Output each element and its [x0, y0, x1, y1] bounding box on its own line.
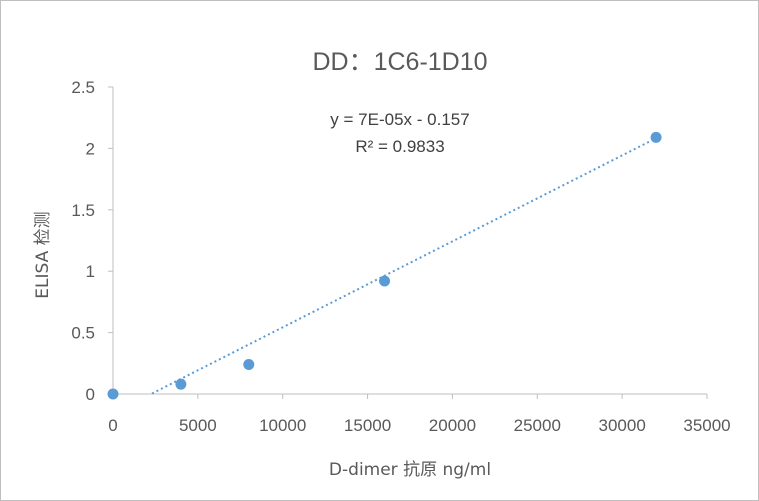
- data-point: [175, 378, 187, 390]
- x-tick-label: 5000: [179, 416, 217, 435]
- data-points: [107, 131, 662, 400]
- x-axis-label: D-dimer 抗原 ng/ml: [329, 460, 491, 480]
- data-point: [243, 359, 255, 371]
- trendline-r-squared: R² = 0.9833: [355, 137, 444, 156]
- y-tick-label: 0.5: [71, 324, 95, 343]
- trendline: [151, 137, 657, 395]
- x-tick-label: 15000: [344, 416, 391, 435]
- x-tick-label: 30000: [599, 416, 646, 435]
- axes: [108, 86, 708, 399]
- x-tick-label: 35000: [683, 416, 730, 435]
- x-tick-label: 25000: [514, 416, 561, 435]
- y-tick-label: 0: [86, 385, 95, 404]
- trendline-group: [151, 137, 657, 395]
- data-point: [650, 131, 662, 143]
- x-tick-label: 20000: [429, 416, 476, 435]
- y-tick-label: 2: [86, 139, 95, 158]
- chart-title: DD：1C6-1D10: [312, 48, 487, 76]
- data-point: [379, 275, 391, 287]
- x-tick-label: 0: [108, 416, 117, 435]
- tick-labels: 0 0.5 1 1.5 2 2.5 0 5000 10000 15000 20000 25000 300…: [71, 78, 730, 435]
- trendline-equation: y = 7E-05x - 0.157: [330, 110, 469, 129]
- y-tick-label: 2.5: [71, 78, 95, 97]
- y-axis-label: ELISA 检测: [33, 211, 53, 298]
- y-tick-label: 1.5: [71, 201, 95, 220]
- y-tick-label: 1: [86, 262, 95, 281]
- data-point: [107, 388, 119, 400]
- x-tick-label: 10000: [259, 416, 306, 435]
